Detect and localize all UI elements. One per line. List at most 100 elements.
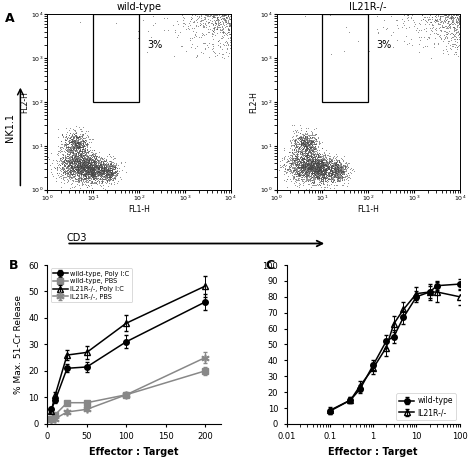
Point — [325, 170, 332, 178]
Point — [85, 182, 92, 189]
Point — [86, 155, 94, 163]
Point — [91, 155, 99, 163]
Point — [74, 167, 82, 175]
Point — [303, 165, 311, 173]
Point — [211, 21, 219, 28]
Point — [89, 165, 96, 173]
Point — [302, 171, 310, 179]
Point — [306, 176, 314, 183]
Point — [314, 171, 321, 178]
Point — [76, 162, 83, 170]
Point — [321, 166, 329, 173]
Point — [300, 139, 307, 147]
Point — [103, 165, 110, 173]
Point — [302, 170, 310, 177]
Point — [308, 165, 315, 173]
Point — [313, 156, 321, 164]
Point — [307, 136, 315, 144]
Point — [454, 19, 461, 27]
Point — [87, 171, 94, 179]
Point — [74, 145, 82, 152]
Point — [320, 168, 328, 176]
Point — [288, 149, 295, 157]
Point — [339, 168, 347, 175]
Point — [77, 170, 85, 178]
Point — [440, 27, 448, 34]
Point — [85, 166, 92, 174]
Point — [94, 156, 102, 163]
Point — [213, 13, 220, 20]
Point — [289, 145, 296, 153]
Point — [316, 170, 324, 178]
Point — [290, 167, 297, 175]
Point — [68, 165, 76, 172]
Point — [292, 147, 300, 154]
Point — [300, 145, 308, 152]
Point — [84, 132, 91, 139]
Point — [298, 134, 305, 142]
Point — [300, 162, 308, 169]
Point — [70, 170, 77, 177]
Point — [318, 159, 326, 167]
Point — [70, 162, 77, 170]
Point — [64, 147, 71, 155]
Point — [302, 147, 310, 154]
Point — [331, 168, 338, 176]
Point — [307, 159, 315, 167]
Point — [66, 160, 74, 167]
Point — [326, 169, 333, 176]
Point — [84, 162, 91, 170]
Point — [80, 139, 87, 146]
Point — [73, 142, 81, 149]
Point — [219, 29, 227, 37]
Point — [310, 138, 317, 146]
Point — [204, 11, 211, 19]
Point — [298, 139, 306, 146]
Point — [306, 150, 313, 157]
Point — [301, 143, 309, 150]
Point — [69, 166, 77, 173]
Point — [276, 157, 283, 165]
Point — [95, 158, 102, 166]
Point — [214, 16, 221, 24]
Point — [90, 170, 98, 178]
Point — [66, 162, 73, 169]
Point — [190, 33, 198, 41]
Point — [337, 161, 344, 168]
Point — [297, 159, 304, 167]
Point — [308, 133, 316, 141]
Point — [333, 160, 341, 168]
Point — [53, 169, 61, 177]
Point — [201, 15, 209, 23]
Point — [302, 138, 310, 146]
Point — [78, 128, 85, 135]
Point — [313, 168, 320, 176]
Point — [65, 139, 73, 147]
Point — [225, 28, 232, 36]
Point — [98, 169, 106, 177]
Point — [80, 164, 88, 171]
Point — [279, 161, 287, 169]
Point — [430, 43, 438, 51]
Point — [68, 141, 76, 149]
Point — [309, 175, 317, 182]
Point — [73, 142, 81, 149]
Point — [88, 172, 95, 179]
Point — [79, 176, 87, 183]
Point — [208, 26, 216, 33]
Point — [329, 164, 337, 172]
Point — [64, 172, 71, 180]
Point — [442, 16, 449, 24]
Point — [308, 136, 315, 144]
Point — [67, 162, 74, 170]
Point — [87, 160, 95, 168]
Point — [103, 169, 110, 177]
Point — [449, 16, 457, 23]
Point — [75, 170, 82, 177]
Point — [309, 155, 317, 163]
Point — [299, 161, 307, 169]
Point — [443, 48, 450, 55]
Point — [292, 155, 299, 162]
Point — [302, 127, 310, 135]
Point — [95, 165, 102, 172]
